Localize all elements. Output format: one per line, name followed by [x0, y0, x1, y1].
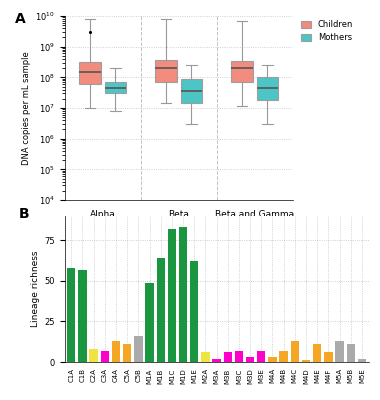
Bar	[67, 268, 76, 362]
Legend: Children, Mothers: Children, Mothers	[301, 20, 353, 42]
Bar	[246, 357, 254, 362]
Y-axis label: DNA copies per mL sample: DNA copies per mL sample	[22, 51, 31, 165]
Bar	[145, 282, 154, 362]
Bar	[212, 359, 221, 362]
Bar	[89, 349, 98, 362]
PathPatch shape	[105, 82, 126, 93]
Bar	[190, 262, 198, 362]
Bar	[112, 341, 120, 362]
Bar	[101, 351, 109, 362]
Bar	[257, 351, 266, 362]
Bar	[179, 227, 187, 362]
Bar	[157, 258, 165, 362]
Bar	[223, 352, 232, 362]
Text: A: A	[14, 12, 25, 26]
Bar	[324, 352, 332, 362]
Bar	[268, 357, 277, 362]
Bar	[168, 229, 176, 362]
Bar	[134, 336, 142, 362]
Bar	[279, 351, 288, 362]
Bar	[335, 341, 344, 362]
Bar	[313, 344, 321, 362]
Bar	[291, 341, 299, 362]
PathPatch shape	[79, 62, 101, 84]
Bar	[201, 352, 210, 362]
PathPatch shape	[180, 79, 202, 102]
PathPatch shape	[231, 61, 253, 82]
Bar	[123, 344, 131, 362]
Bar	[302, 360, 310, 362]
Bar	[347, 344, 355, 362]
Y-axis label: Lineage richness: Lineage richness	[31, 251, 40, 327]
Text: B: B	[19, 207, 30, 221]
PathPatch shape	[256, 77, 278, 100]
PathPatch shape	[155, 60, 177, 82]
Bar	[78, 270, 87, 362]
Bar	[358, 359, 366, 362]
Bar	[235, 351, 243, 362]
